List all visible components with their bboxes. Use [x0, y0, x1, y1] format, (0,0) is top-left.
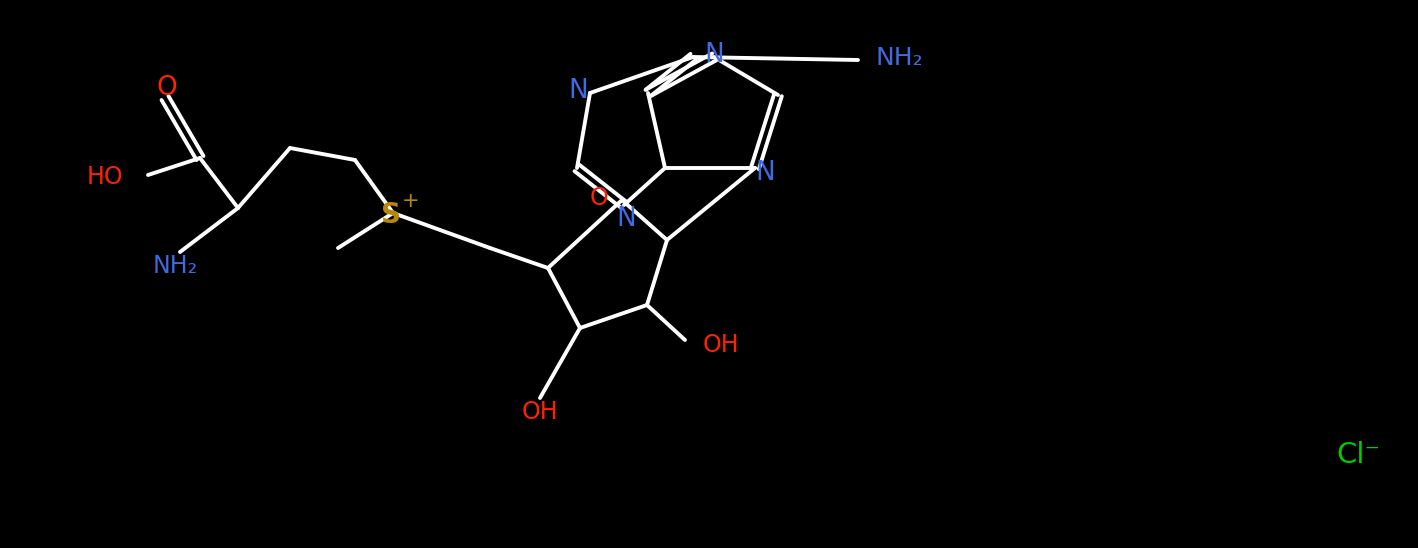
Text: N: N	[756, 160, 774, 186]
Text: +: +	[403, 191, 420, 211]
Text: O: O	[156, 75, 177, 101]
Text: S: S	[381, 201, 401, 229]
Text: N: N	[617, 206, 635, 232]
Text: NH₂: NH₂	[153, 254, 197, 278]
Text: OH: OH	[703, 333, 740, 357]
Text: NH₂: NH₂	[876, 46, 923, 70]
Text: Cl⁻: Cl⁻	[1336, 441, 1380, 469]
Text: N: N	[569, 78, 588, 104]
Text: N: N	[705, 42, 723, 68]
Text: OH: OH	[522, 400, 559, 424]
Text: O: O	[590, 186, 608, 210]
Text: HO: HO	[86, 165, 123, 189]
